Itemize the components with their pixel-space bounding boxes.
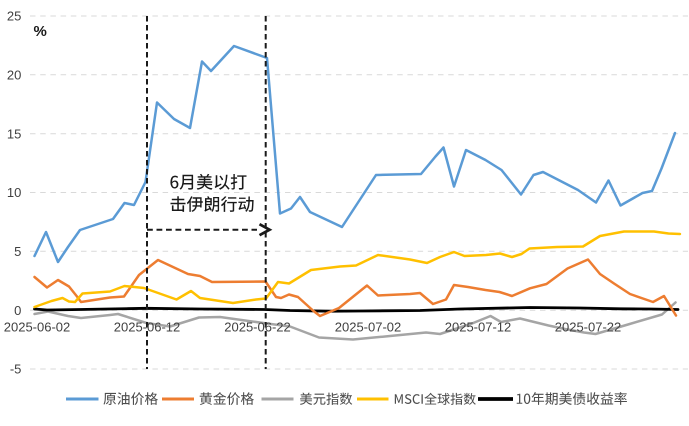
svg-text:%: %: [34, 23, 47, 40]
svg-text:2025-07-22: 2025-07-22: [555, 320, 622, 335]
svg-text:15: 15: [7, 126, 21, 141]
svg-text:2025-06-22: 2025-06-22: [224, 320, 291, 335]
svg-text:0: 0: [14, 303, 21, 318]
svg-text:-5: -5: [10, 362, 22, 377]
svg-text:2025-07-12: 2025-07-12: [445, 320, 512, 335]
svg-text:20: 20: [7, 68, 21, 83]
svg-text:10: 10: [7, 185, 21, 200]
svg-text:5: 5: [14, 244, 21, 259]
svg-text:2025-07-02: 2025-07-02: [335, 320, 402, 335]
svg-text:25: 25: [7, 9, 21, 24]
svg-text:2025-06-02: 2025-06-02: [4, 320, 71, 335]
svg-text:2025-06-12: 2025-06-12: [114, 320, 181, 335]
